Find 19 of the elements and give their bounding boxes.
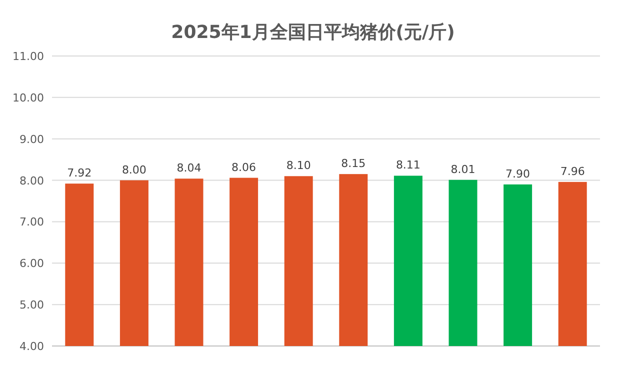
data-label: 8.06 bbox=[232, 160, 256, 174]
data-label: 8.10 bbox=[286, 159, 311, 172]
data-label: 7.96 bbox=[560, 164, 585, 178]
y-tick-label: 8.00 bbox=[20, 174, 44, 188]
y-tick-label: 4.00 bbox=[20, 340, 44, 353]
y-tick-label: 9.00 bbox=[20, 132, 44, 146]
y-tick-label: 7.00 bbox=[20, 216, 44, 229]
y-tick-label: 6.00 bbox=[20, 257, 44, 270]
data-label: 8.11 bbox=[396, 158, 420, 172]
y-tick-label: 10.00 bbox=[12, 91, 44, 104]
y-tick-label: 5.00 bbox=[20, 298, 44, 312]
data-label: 8.01 bbox=[450, 162, 476, 176]
y-tick-label: 11.00 bbox=[12, 50, 44, 63]
data-label: 8.00 bbox=[122, 163, 146, 176]
data-label: 8.15 bbox=[341, 157, 366, 170]
data-label: 8.04 bbox=[176, 162, 202, 175]
data-label: 7.90 bbox=[506, 167, 530, 180]
data-label: 7.92 bbox=[67, 166, 92, 180]
chart-title: 2025年1月全国日平均猪价(元/斤) bbox=[171, 22, 455, 43]
